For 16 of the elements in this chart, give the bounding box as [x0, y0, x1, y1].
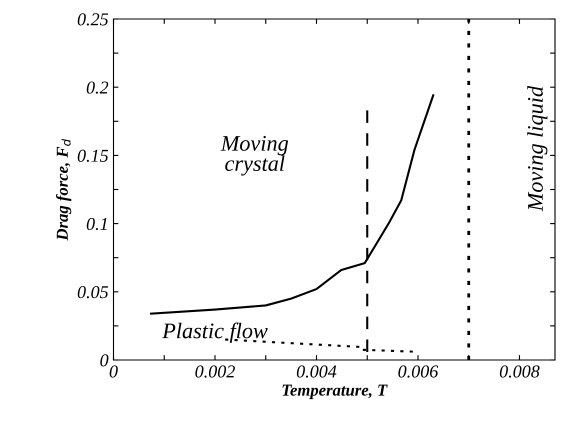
- y-tick-label: 0.05: [78, 286, 108, 298]
- y-tick-label: 0.25: [78, 13, 108, 26]
- annotation: Moving liquid: [527, 86, 548, 212]
- y-tick-label: 0: [100, 354, 108, 366]
- x-tick-label: 0.004: [296, 365, 336, 378]
- annotation: Plastic flow: [162, 322, 268, 343]
- annotation: Moving crystal: [220, 136, 288, 176]
- y-tick-label: 0.15: [78, 150, 108, 162]
- x-tick-label: 0.002: [195, 365, 235, 378]
- x-tick-label: 0: [110, 365, 118, 378]
- y-tick-label: 0.2: [86, 81, 108, 94]
- x-tick-label: 0.006: [398, 365, 438, 378]
- x-axis-title: Temperature, T: [282, 384, 388, 400]
- x-tick-label: 0.008: [500, 365, 540, 378]
- y-tick-label: 0.1: [86, 218, 107, 230]
- y-axis-title: Drag force, F$_{d}$: [56, 138, 72, 241]
